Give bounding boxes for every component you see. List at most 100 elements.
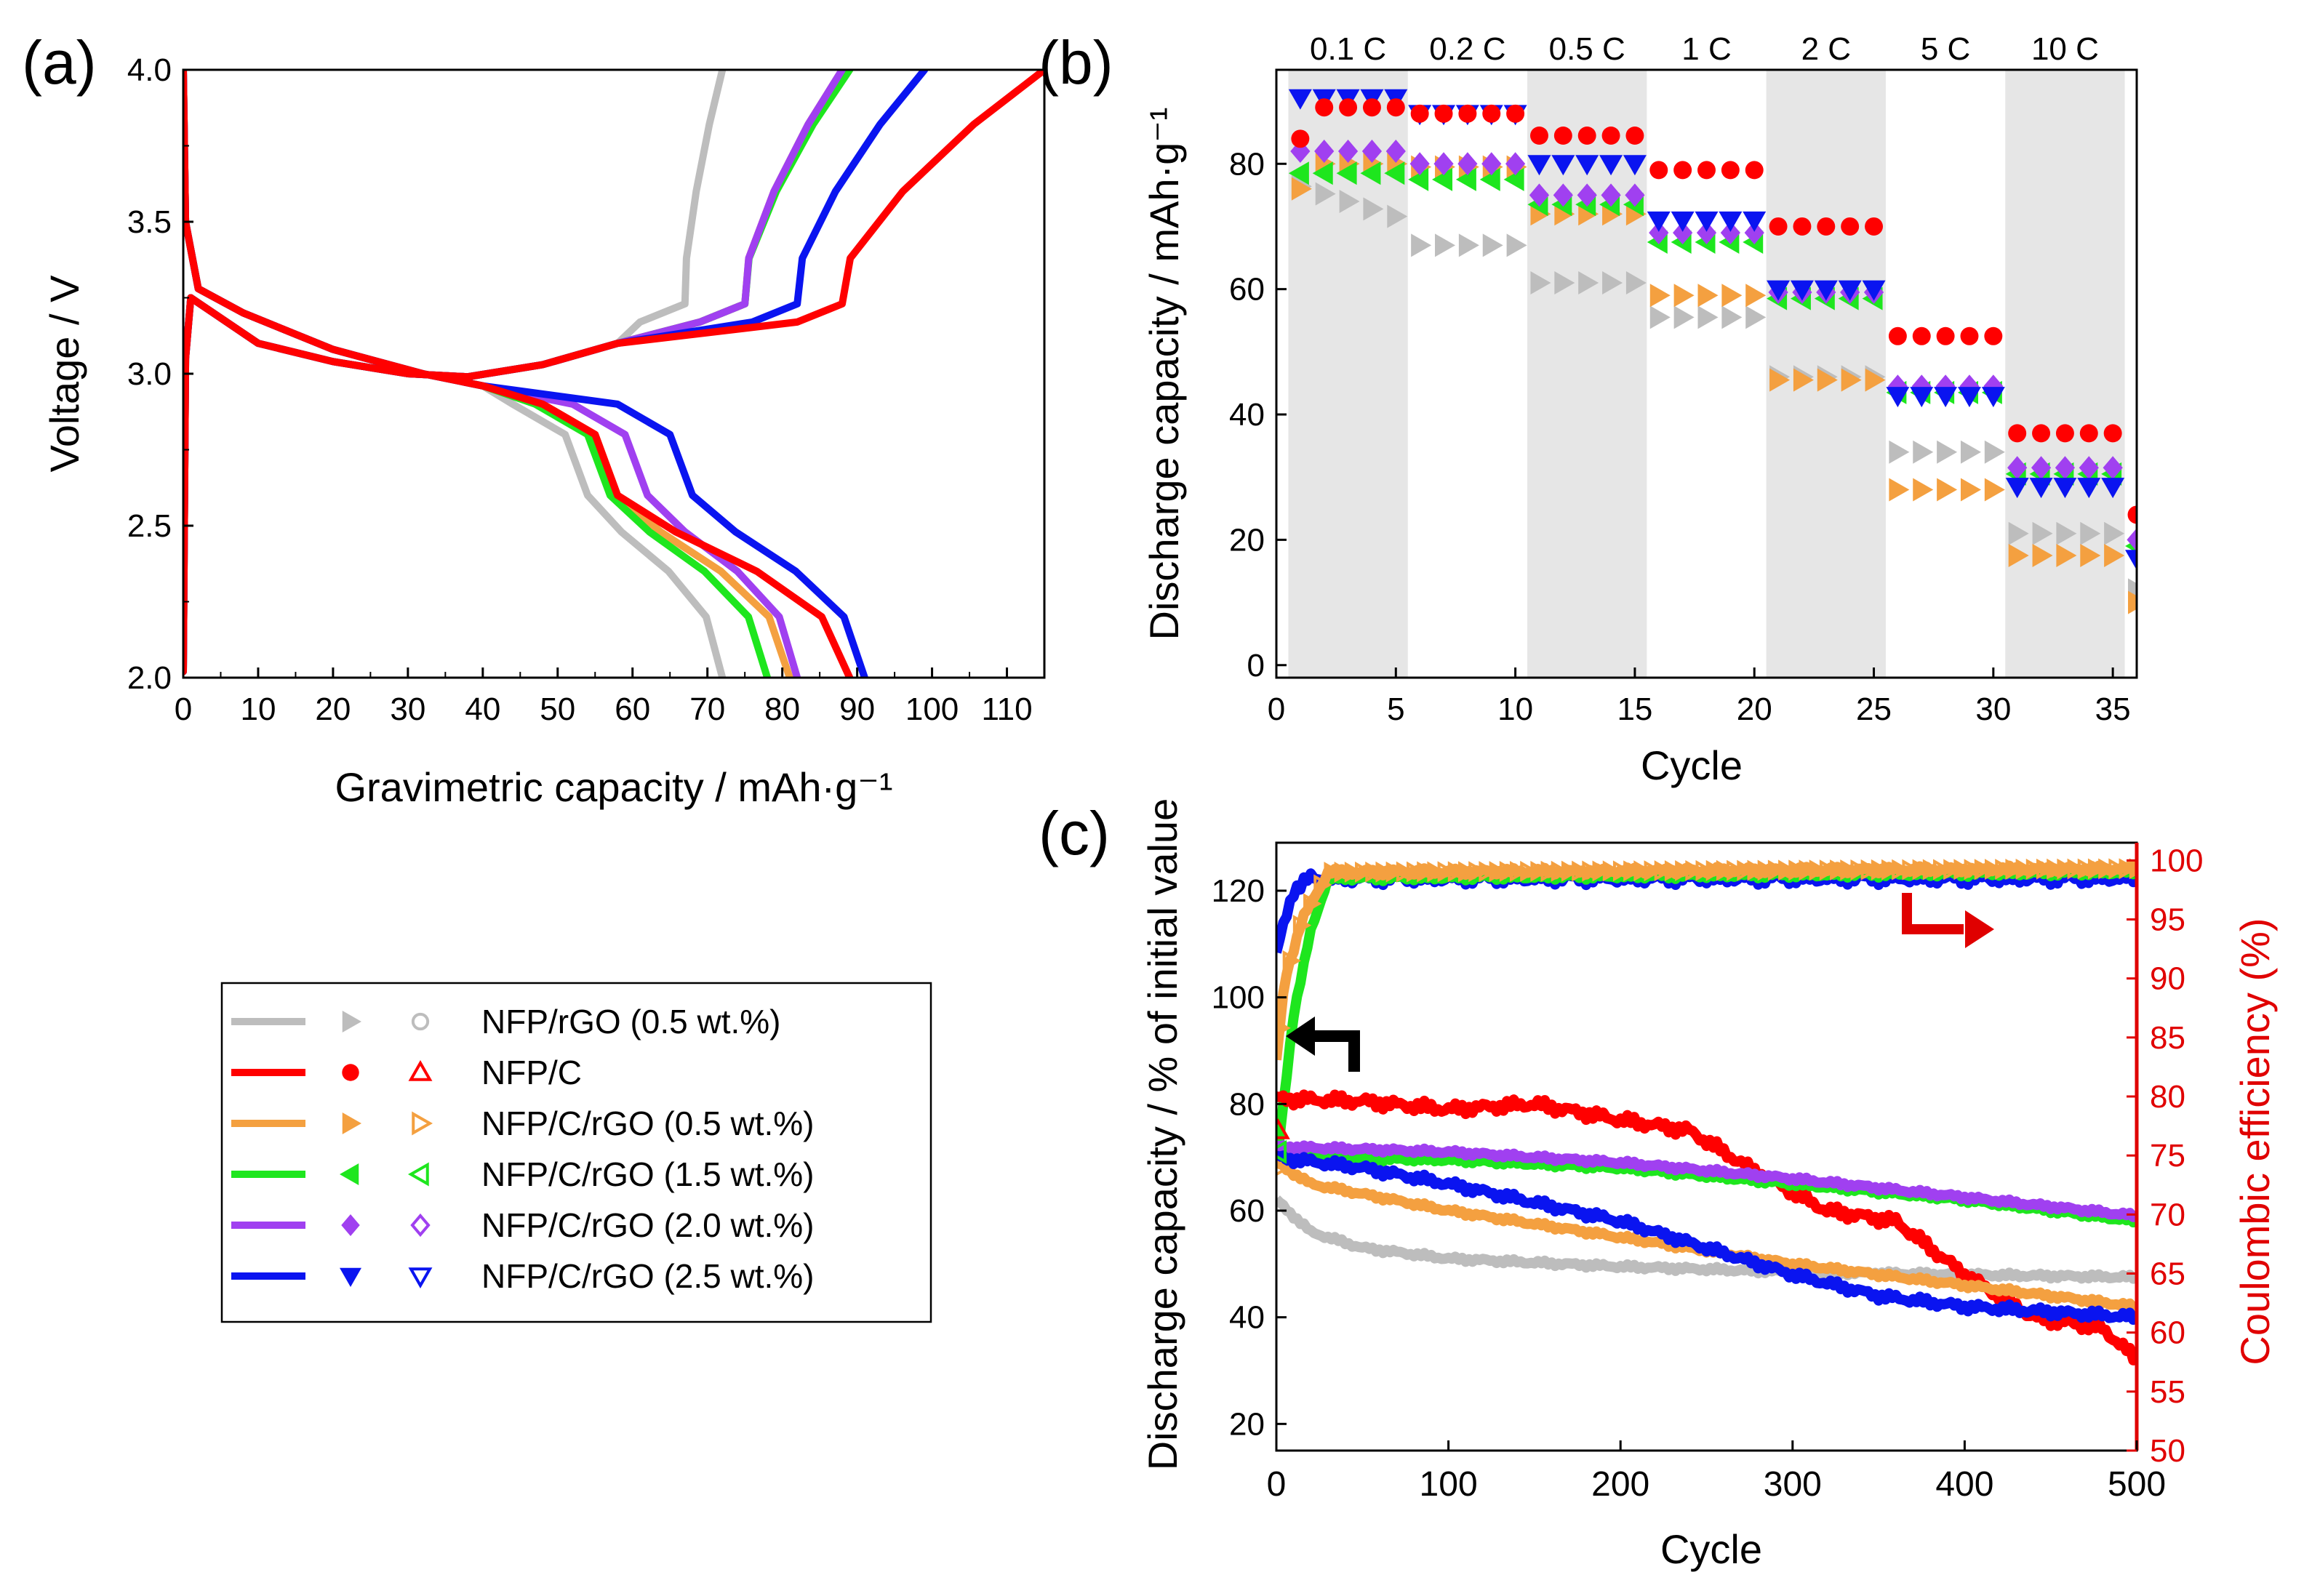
b-point-nfp-c-rgo-0-5-wt bbox=[2008, 543, 2029, 567]
c-xtick-label: 200 bbox=[1591, 1465, 1649, 1504]
b-point-nfp-rgo-0-5-wt bbox=[1721, 305, 1743, 329]
c-ce-point-nfp-c-rgo-0-5-wt bbox=[1675, 860, 1694, 881]
c-open-point-nfp-c-rgo-0-5-wt bbox=[1276, 1160, 1291, 1176]
legend-open-marker-nfp-rgo-0-5-wt bbox=[411, 1012, 430, 1031]
legend-open-marker-nfp-c-rgo-1-5-wt bbox=[407, 1162, 429, 1187]
c-ce-point-nfp-c-rgo-0-5-wt bbox=[1427, 861, 1446, 883]
panel-a-axes: 0 10 20 30 40 50 60 70 80 90 100 110 2.0 2.5 3.0 3.5 4.0 bbox=[127, 52, 1033, 727]
b-point-nfp-rgo-0-5-wt bbox=[1411, 233, 1432, 257]
b-point-nfp-c-rgo-2-5-wt bbox=[1767, 280, 1791, 301]
b-point-nfp-rgo-0-5-wt bbox=[1435, 233, 1456, 257]
legend-label-nfp-c: NFP/C bbox=[481, 1054, 582, 1091]
b-point-nfp-c-rgo-2-5-wt bbox=[1814, 280, 1838, 301]
panel-label-c: (c) bbox=[1039, 799, 1110, 867]
b-ytick-label: 60 bbox=[1229, 272, 1265, 308]
c-xtick-label: 500 bbox=[2108, 1465, 2166, 1504]
a-xtick-label: 100 bbox=[905, 691, 959, 727]
a-discharge-curve-nfp-c-rgo-2-5-wt bbox=[183, 70, 868, 678]
b-point-nfp-c-rgo-2-5-wt bbox=[2101, 478, 2125, 499]
b-rate-label: 1 C bbox=[1681, 31, 1731, 67]
c-ce-point-nfp-c-rgo-0-5-wt bbox=[2129, 858, 2137, 880]
b-point-nfp-c bbox=[1817, 217, 1836, 236]
c-ytick-label: 40 bbox=[1229, 1300, 1265, 1336]
b-point-nfp-c-rgo-2-5-wt bbox=[1288, 89, 1312, 110]
b-point-nfp-c-rgo-2-0-wt bbox=[2103, 456, 2123, 480]
c-y2tick-label: 65 bbox=[2150, 1256, 2185, 1292]
c-capacity-curve-nfp-c bbox=[1276, 1089, 2137, 1366]
c-ce-point-nfp-c-rgo-0-5-wt bbox=[1737, 859, 1756, 881]
b-point-nfp-c-rgo-2-0-wt bbox=[2079, 456, 2099, 480]
a-charge-curve-nfp-c bbox=[183, 70, 1044, 675]
b-point-nfp-rgo-0-5-wt bbox=[1506, 233, 1527, 257]
b-xtick-label: 30 bbox=[1975, 691, 2011, 727]
panel-c-curves bbox=[1276, 858, 2137, 1366]
b-point-nfp-c-rgo-2-0-wt bbox=[2127, 528, 2137, 552]
b-point-nfp-c-rgo-0-5-wt bbox=[1745, 284, 1767, 308]
c-y2tick-label: 85 bbox=[2150, 1020, 2185, 1056]
b-point-nfp-c-rgo-1-5-wt bbox=[1455, 167, 1476, 191]
b-xtick-label: 15 bbox=[1617, 691, 1652, 727]
b-point-nfp-c-rgo-1-5-wt bbox=[1312, 161, 1333, 185]
b-point-nfp-c-rgo-2-5-wt bbox=[1934, 387, 1958, 408]
c-xtick-label: 400 bbox=[1935, 1465, 1993, 1504]
b-point-nfp-c-rgo-0-5-wt bbox=[1913, 478, 1934, 502]
b-point-nfp-c-rgo-2-0-wt bbox=[1290, 140, 1311, 164]
b-point-nfp-c bbox=[1697, 161, 1716, 180]
b-point-nfp-c-rgo-0-5-wt bbox=[1960, 478, 1981, 502]
panel-b-xlabel: Cycle bbox=[1641, 742, 1743, 788]
b-point-nfp-c-rgo-1-5-wt bbox=[1408, 167, 1429, 191]
b-point-nfp-rgo-0-5-wt bbox=[2080, 521, 2101, 545]
b-point-nfp-c-rgo-0-5-wt bbox=[1984, 478, 2005, 502]
a-ytick-label: 3.5 bbox=[127, 204, 172, 240]
c-ce-point-nfp-c-rgo-0-5-wt bbox=[1892, 859, 1911, 881]
c-ytick-label: 80 bbox=[1229, 1086, 1265, 1122]
c-ce-point-nfp-c-rgo-0-5-wt bbox=[1716, 859, 1735, 881]
b-point-nfp-rgo-0-5-wt bbox=[1625, 271, 1647, 295]
b-point-nfp-c bbox=[1339, 98, 1358, 117]
c-ce-point-nfp-c-rgo-0-5-wt bbox=[1964, 859, 1983, 881]
b-rate-band bbox=[2005, 70, 2125, 678]
b-point-nfp-c bbox=[2032, 424, 2051, 443]
b-point-nfp-c-rgo-2-0-wt bbox=[2031, 456, 2052, 480]
c-ce-point-nfp-c-rgo-0-5-wt bbox=[1282, 950, 1301, 971]
c-y2tick-label: 50 bbox=[2150, 1433, 2185, 1469]
c-ce-point-nfp-c-rgo-0-5-wt bbox=[1396, 861, 1415, 883]
legend-entry-nfp-c-rgo-1-5-wt: NFP/C/rGO (1.5 wt.%) bbox=[231, 1155, 814, 1193]
b-point-nfp-c bbox=[1315, 98, 1334, 117]
c-ce-point-nfp-c-rgo-0-5-wt bbox=[1685, 859, 1704, 881]
c-y2tick-label: 95 bbox=[2150, 902, 2185, 938]
b-point-nfp-c-rgo-2-5-wt bbox=[1790, 280, 1814, 301]
b-point-nfp-rgo-0-5-wt bbox=[1602, 271, 1623, 295]
c-y2tick-label: 70 bbox=[2150, 1197, 2185, 1232]
b-point-nfp-c-rgo-2-0-wt bbox=[2007, 456, 2028, 480]
b-point-nfp-c-rgo-2-5-wt bbox=[1551, 155, 1575, 176]
a-ytick-label: 4.0 bbox=[127, 52, 172, 88]
c-ce-point-nfp-c-rgo-0-5-wt bbox=[2098, 858, 2117, 880]
b-point-nfp-c-rgo-2-0-wt bbox=[1361, 140, 1383, 164]
c-ce-point-nfp-c-rgo-0-5-wt bbox=[1860, 859, 1879, 881]
a-charge-curve-nfp-rgo-0-5-wt bbox=[183, 70, 727, 675]
a-charge-curve-nfp-c-rgo-2-5-wt bbox=[183, 70, 929, 675]
b-point-nfp-c-rgo-0-5-wt bbox=[2056, 543, 2077, 567]
b-point-nfp-c-rgo-1-5-wt bbox=[1360, 161, 1381, 185]
c-ce-point-nfp-c-rgo-0-5-wt bbox=[1561, 860, 1580, 882]
c-ce-point-nfp-c-rgo-0-5-wt bbox=[1623, 860, 1642, 882]
b-point-nfp-c-rgo-2-0-wt bbox=[1577, 183, 1597, 207]
legend-filled-marker-nfp-c-rgo-2-5-wt bbox=[340, 1267, 361, 1287]
a-xtick-label: 0 bbox=[175, 691, 192, 727]
b-point-nfp-c bbox=[1769, 217, 1788, 236]
b-point-nfp-c-rgo-2-0-wt bbox=[1696, 221, 1717, 245]
c-ce-point-nfp-c-rgo-0-5-wt bbox=[1489, 861, 1508, 883]
b-point-nfp-rgo-0-5-wt bbox=[2104, 521, 2125, 545]
b-point-nfp-c bbox=[1601, 127, 1620, 145]
c-ce-point-nfp-c-rgo-0-5-wt bbox=[1922, 859, 1942, 881]
legend-open-marker-nfp-c bbox=[408, 1059, 433, 1081]
b-point-nfp-rgo-0-5-wt bbox=[1937, 440, 1958, 464]
legend-label-nfp-c-rgo-0-5-wt: NFP/C/rGO (0.5 wt.%) bbox=[481, 1104, 814, 1142]
b-rate-label: 0.1 C bbox=[1310, 31, 1386, 67]
b-xtick-label: 35 bbox=[2095, 691, 2131, 727]
a-xtick-label: 90 bbox=[839, 691, 875, 727]
c-ytick-label: 100 bbox=[1212, 980, 1265, 1016]
c-ce-point-nfp-c-rgo-0-5-wt bbox=[1602, 860, 1622, 882]
left-axis-arrow-icon bbox=[1286, 1016, 1360, 1072]
